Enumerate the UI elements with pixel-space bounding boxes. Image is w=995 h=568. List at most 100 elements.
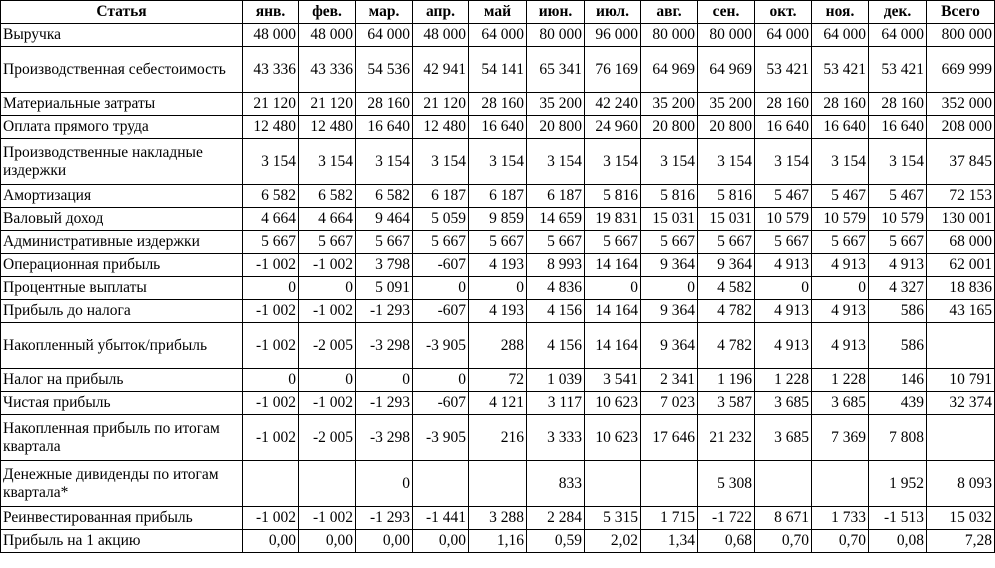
table-row: Реинвестированная прибыль -1 002 -1 002 -1 … [0, 506, 995, 530]
table-row: Накопленная прибыль по итогам квартала -1… [0, 414, 995, 461]
table-cell: 0,68 [697, 529, 755, 553]
table-cell: 3 154 [868, 138, 927, 185]
row-label: Прибыль на 1 акцию [0, 529, 243, 553]
table-cell: 18 836 [926, 276, 995, 300]
table-cell: 10 623 [584, 414, 641, 461]
table-cell: -607 [412, 391, 469, 415]
table-cell: 3 685 [754, 391, 812, 415]
table-cell: 10 791 [926, 368, 995, 392]
table-cell: 0 [412, 276, 469, 300]
column-header-month: сен. [697, 0, 755, 24]
table-cell: 16 640 [754, 115, 812, 139]
table-cell: 16 640 [811, 115, 869, 139]
table-cell: 4 913 [754, 253, 812, 277]
table-cell: 586 [868, 299, 927, 323]
table-cell: -2 005 [298, 414, 356, 461]
table-cell: 1 039 [526, 368, 585, 392]
table-cell: 20 800 [640, 115, 698, 139]
table-cell: 4 156 [526, 322, 585, 369]
row-label: Материальные затраты [0, 92, 243, 116]
table-cell: 4 782 [697, 322, 755, 369]
table-cell: 6 582 [298, 184, 356, 208]
table-cell [584, 460, 641, 507]
table-cell: 3 154 [526, 138, 585, 185]
column-header-month: Всего [926, 0, 995, 24]
table-cell: 5 667 [868, 230, 927, 254]
table-cell: 64 000 [754, 23, 812, 47]
column-header-month: янв. [242, 0, 299, 24]
financial-table: Статья янв. фев. мар. апр. май июн. июл. авг. сен… [0, 0, 995, 553]
table-row: Амортизация 6 582 6 582 6 582 6 187 6 187 6 18… [0, 184, 995, 208]
table-row: Оплата прямого труда 12 480 12 480 16 640 12… [0, 115, 995, 139]
table-cell: 3 541 [584, 368, 641, 392]
table-cell: -3 298 [355, 414, 413, 461]
table-cell: 5 667 [242, 230, 299, 254]
column-header-month: июл. [584, 0, 641, 24]
table-cell: 21 120 [242, 92, 299, 116]
row-label: Чистая прибыль [0, 391, 243, 415]
table-row: Валовый доход 4 664 4 664 9 464 5 059 9 859 14… [0, 207, 995, 231]
table-cell: 6 582 [242, 184, 299, 208]
table-cell: 0 [468, 276, 527, 300]
table-cell: 146 [868, 368, 927, 392]
table-cell: 0,70 [754, 529, 812, 553]
row-label: Административные издержки [0, 230, 243, 254]
table-cell: 5 816 [584, 184, 641, 208]
table-cell: 19 831 [584, 207, 641, 231]
table-cell: 10 579 [811, 207, 869, 231]
row-label: Амортизация [0, 184, 243, 208]
table-cell: 68 000 [926, 230, 995, 254]
table-cell: 5 059 [412, 207, 469, 231]
row-label: Накопленная прибыль по итогам квартала [0, 414, 243, 461]
table-cell: 5 467 [811, 184, 869, 208]
table-cell: 64 969 [697, 46, 755, 93]
table-row: Производственная себестоимость 43 336 43 3… [0, 46, 995, 93]
table-cell: 4 913 [754, 299, 812, 323]
row-label: Денежные дивиденды по итогам квартала* [0, 460, 243, 507]
table-row: Налог на прибыль 0 0 0 0 72 1 039 3 541 2 341 1 1… [0, 368, 995, 392]
table-cell: -1 002 [242, 299, 299, 323]
table-cell: 9 464 [355, 207, 413, 231]
row-label: Оплата прямого труда [0, 115, 243, 139]
table-cell: 17 646 [640, 414, 698, 461]
table-cell: -1 002 [242, 414, 299, 461]
table-row: Процентные выплаты 0 0 5 091 0 0 4 836 0 0 4 582 0… [0, 276, 995, 300]
table-cell: 10 579 [754, 207, 812, 231]
table-cell: -2 005 [298, 322, 356, 369]
table-cell: 16 640 [468, 115, 527, 139]
table-cell: 130 001 [926, 207, 995, 231]
column-header-month: апр. [412, 0, 469, 24]
table-row: Выручка 48 000 48 000 64 000 48 000 64 000 80 … [0, 23, 995, 47]
table-cell: 21 232 [697, 414, 755, 461]
table-cell: -1 002 [298, 253, 356, 277]
table-cell [811, 460, 869, 507]
table-cell: 15 031 [640, 207, 698, 231]
row-label: Налог на прибыль [0, 368, 243, 392]
table-cell: 7 808 [868, 414, 927, 461]
table-cell: 5 667 [468, 230, 527, 254]
table-row: Производственные накладные издержки 3 154… [0, 138, 995, 185]
table-cell: 4 327 [868, 276, 927, 300]
table-cell [640, 460, 698, 507]
table-cell: 14 659 [526, 207, 585, 231]
table-cell: 0,00 [355, 529, 413, 553]
table-cell: 3 798 [355, 253, 413, 277]
table-cell [926, 322, 995, 369]
table-cell: 4 664 [298, 207, 356, 231]
table-cell [754, 460, 812, 507]
table-cell: 28 160 [754, 92, 812, 116]
table-cell: 32 374 [926, 391, 995, 415]
table-cell: 0,00 [298, 529, 356, 553]
table-cell: 4 582 [697, 276, 755, 300]
table-cell: 16 640 [868, 115, 927, 139]
table-cell: 4 121 [468, 391, 527, 415]
table-cell: 2 284 [526, 506, 585, 530]
table-cell: -3 905 [412, 414, 469, 461]
table-cell: -1 002 [298, 299, 356, 323]
table-cell: 1 228 [811, 368, 869, 392]
table-cell: 0,00 [412, 529, 469, 553]
table-cell: 0,59 [526, 529, 585, 553]
table-cell: -1 293 [355, 299, 413, 323]
column-header-month: ноя. [811, 0, 869, 24]
table-cell: 5 667 [584, 230, 641, 254]
